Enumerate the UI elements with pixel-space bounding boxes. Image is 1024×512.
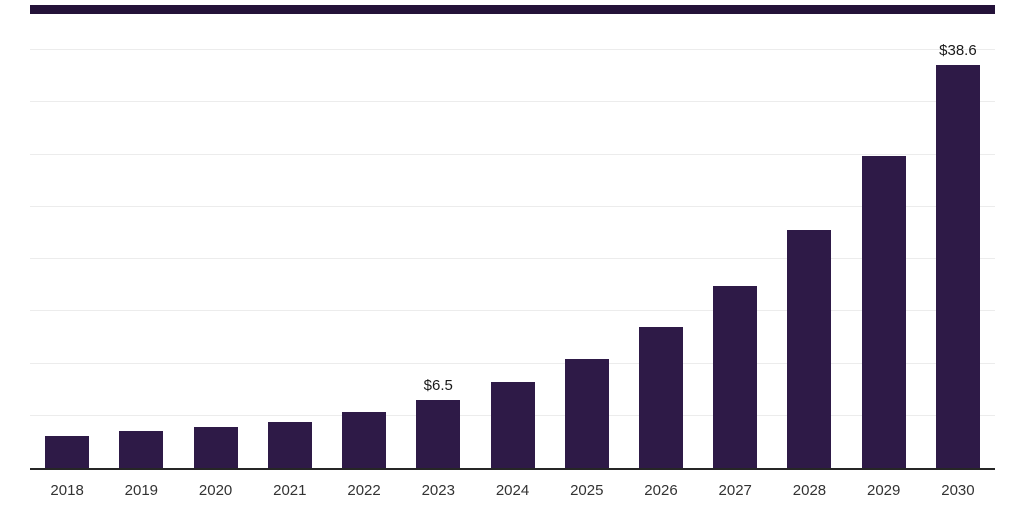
bar-2027 xyxy=(713,286,758,468)
plot-area: $6.5 $38.6 xyxy=(30,42,995,470)
bar-slot xyxy=(772,52,846,468)
bar-slot: $6.5 xyxy=(401,52,475,468)
x-tick-2018: 2018 xyxy=(50,482,84,499)
bar-slot xyxy=(550,52,624,468)
x-tick-2021: 2021 xyxy=(273,482,307,499)
bar-2018 xyxy=(45,435,90,468)
bar-slot xyxy=(698,52,772,468)
x-tick-2020: 2020 xyxy=(198,482,233,499)
gridline xyxy=(30,49,995,50)
bar-2020 xyxy=(193,427,238,468)
gridline xyxy=(30,101,995,103)
bar-slot xyxy=(847,52,921,468)
data-label-2030: $38.6 xyxy=(939,41,977,59)
gridline xyxy=(30,362,995,364)
x-tick-2029: 2029 xyxy=(867,482,901,499)
bar-2021 xyxy=(267,422,312,468)
bar-slot xyxy=(178,52,252,468)
bar-2024 xyxy=(490,382,535,468)
gridline xyxy=(30,205,995,207)
x-tick-2023: 2023 xyxy=(421,482,455,499)
x-tick-2019: 2019 xyxy=(124,482,159,499)
bar-2023 xyxy=(416,400,461,468)
gridline xyxy=(30,310,995,312)
gridline xyxy=(30,153,995,155)
bar-slot: $38.6 xyxy=(921,42,995,468)
bar-slot xyxy=(104,52,178,468)
gridline xyxy=(30,258,995,259)
data-label-2023: $6.5 xyxy=(423,377,453,395)
x-tick-2024: 2024 xyxy=(495,482,530,499)
bar-slot xyxy=(30,52,104,468)
bar-2029 xyxy=(861,155,906,468)
x-tick-2026: 2026 xyxy=(644,482,678,499)
x-axis: 2018 2019 2020 2021 2022 2023 2024 2025 2026 2027… xyxy=(30,482,995,499)
bar-2028 xyxy=(787,229,832,468)
bar-slot xyxy=(253,52,327,468)
bar-2030 xyxy=(935,64,980,468)
bar-2026 xyxy=(638,326,683,468)
x-tick-2030: 2030 xyxy=(941,482,975,499)
bar-2022 xyxy=(342,411,387,468)
bars-container: $6.5 $38.6 xyxy=(30,42,995,468)
bar-2025 xyxy=(564,359,609,468)
x-tick-2028: 2028 xyxy=(792,482,827,499)
x-tick-2025: 2025 xyxy=(570,482,604,499)
x-tick-2027: 2027 xyxy=(718,482,752,499)
top-border-strip xyxy=(30,5,995,14)
x-tick-2022: 2022 xyxy=(347,482,381,499)
bar-slot xyxy=(475,52,549,468)
bar-slot xyxy=(327,52,401,468)
bar-slot xyxy=(624,52,698,468)
bar-2019 xyxy=(119,431,164,468)
